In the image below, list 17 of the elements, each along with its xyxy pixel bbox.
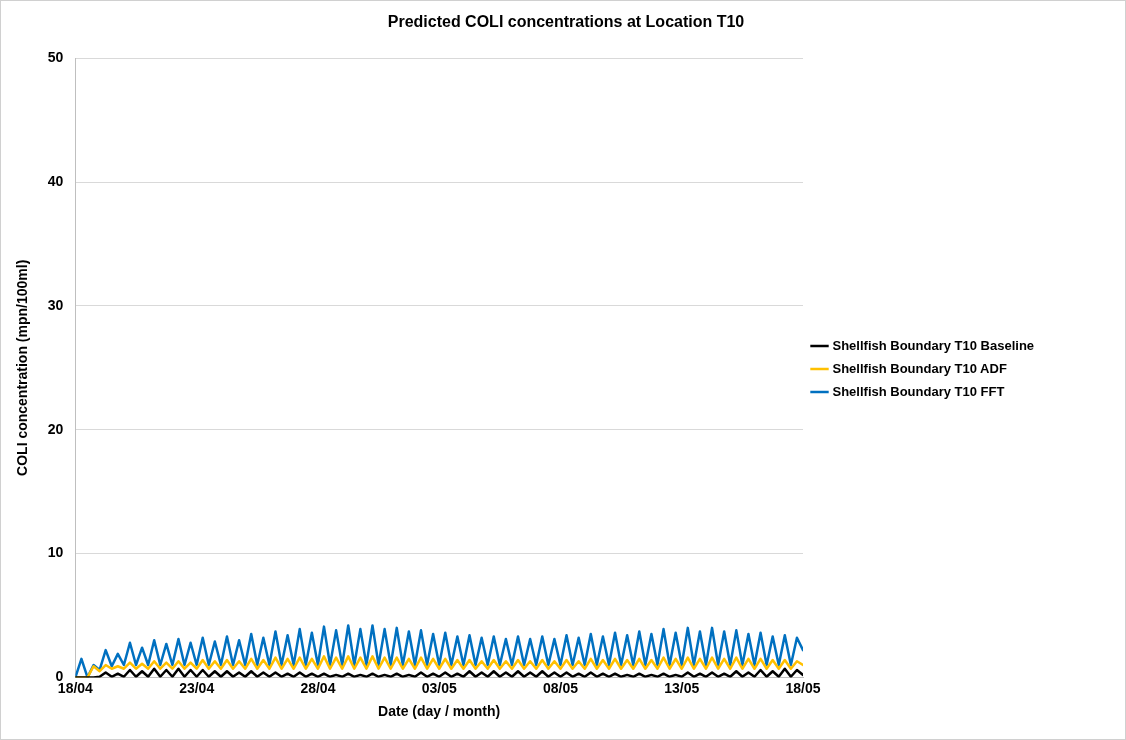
legend-label: Shellfish Boundary T10 Baseline [832,337,1035,353]
x-tick-label: 03/05 [421,679,457,696]
chart-title: Predicted COLI concentrations at Location T10 [387,13,745,31]
y-tick-label: 30 [47,296,64,313]
x-axis-title: Date (day / month) [378,703,501,720]
legend-label: Shellfish Boundary T10 FFT [832,383,1005,399]
y-tick-label: 50 [47,49,64,66]
y-tick-label: 20 [47,420,64,437]
y-tick-label: 40 [47,172,64,189]
legend-label: Shellfish Boundary T10 ADF [832,360,1007,376]
y-tick-label: 10 [47,544,64,561]
x-tick-label: 08/05 [542,679,579,696]
x-tick-label: 23/04 [179,679,215,696]
x-tick-label: 28/04 [300,679,336,696]
x-tick-label: 18/05 [785,679,821,696]
y-axis-title: COLI concentration (mpn/100ml) [14,259,31,476]
x-tick-label: 13/05 [664,679,700,696]
